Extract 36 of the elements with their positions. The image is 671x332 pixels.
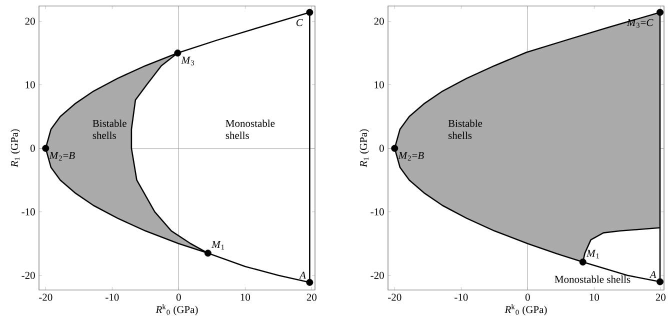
annotation: Bistable shells — [92, 120, 126, 139]
annotation: Monostable shells — [226, 120, 275, 139]
annotation: A — [298, 272, 306, 279]
annotation: M$_{3}$ — [181, 56, 194, 66]
x-tick-label: 10 — [590, 294, 600, 301]
x-axis-title: R$^{k}$$_{0}$ (GPa) — [504, 304, 547, 316]
x-tick-label: -20 — [39, 294, 52, 301]
x-tick-label: 0 — [525, 294, 530, 301]
y-tick-label: -10 — [370, 208, 384, 216]
annotation: C — [296, 19, 303, 26]
x-tick-label: 20 — [306, 294, 317, 301]
y-tick-label: 20 — [25, 18, 35, 25]
x-tick-label: -20 — [388, 294, 402, 301]
x-tick-label: 10 — [240, 294, 250, 301]
annotation: M$_{2}$=B — [49, 152, 75, 161]
y-tick-label: 0 — [379, 144, 384, 152]
annotation: Monostable shells — [554, 276, 630, 283]
annotation: Bistable shells — [448, 120, 482, 139]
y-tick-label: -20 — [22, 272, 35, 279]
y-tick-label: 20 — [374, 18, 384, 25]
annotation: M$_{1}$ — [586, 250, 600, 258]
y-tick-label: 0 — [30, 144, 35, 152]
annotation: M$_{2}$=B — [398, 152, 424, 161]
y-axis-title: R$_{1}$ (GPa) — [360, 129, 370, 168]
x-tick-label: -10 — [454, 294, 468, 301]
y-axis-title: R$_{1}$ (GPa) — [10, 129, 20, 168]
annotation: A — [649, 271, 656, 278]
x-axis-title: R$^{k}$$_{0}$ (GPa) — [156, 304, 198, 316]
y-tick-label: -20 — [370, 272, 384, 279]
annotation: M$_{1}$ — [212, 240, 224, 250]
x-tick-label: -10 — [106, 294, 119, 301]
x-tick-label: 0 — [176, 294, 181, 301]
x-tick-label: 20 — [656, 294, 666, 301]
y-tick-label: 10 — [374, 81, 384, 88]
y-tick-label: 10 — [26, 81, 35, 88]
y-tick-label: -10 — [22, 208, 35, 216]
